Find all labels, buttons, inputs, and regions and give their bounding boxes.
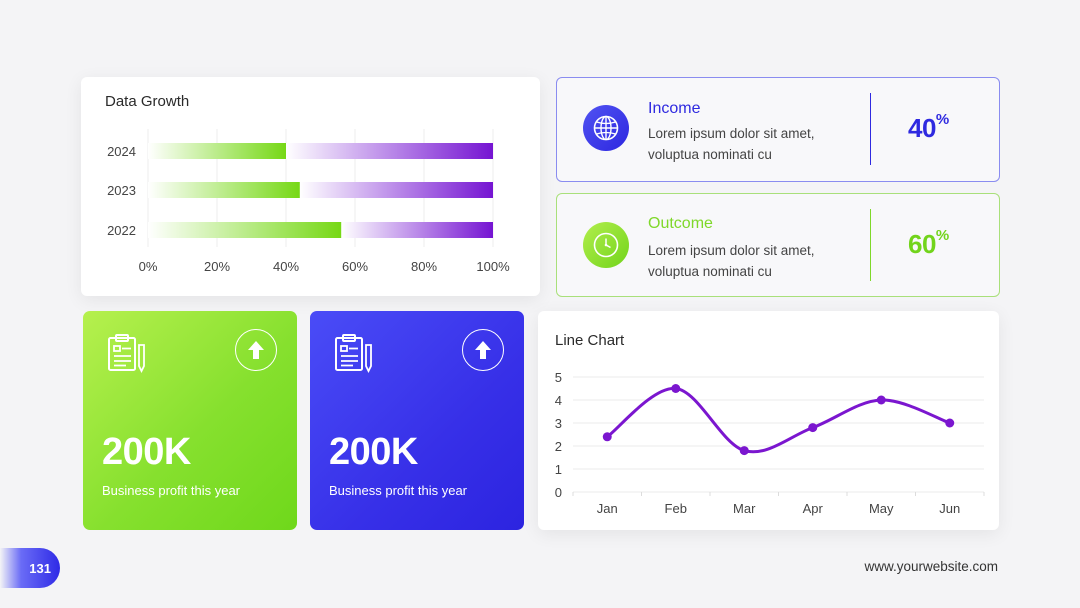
x-tick-label: 20% xyxy=(204,259,230,274)
bar-total xyxy=(286,143,493,159)
bar-growth xyxy=(148,222,342,238)
income-description: Lorem ipsum dolor sit amet, voluptua nom… xyxy=(648,126,815,162)
arrow-up-icon xyxy=(248,341,264,359)
outcome-percentage: 60% xyxy=(908,227,949,260)
income-percentage: 40% xyxy=(908,111,949,144)
x-tick-label: May xyxy=(869,501,894,516)
data-point xyxy=(945,418,955,428)
bar-growth xyxy=(148,143,286,159)
outcome-unit: % xyxy=(935,227,949,245)
outcome-divider xyxy=(870,209,871,281)
kpi-value: 200K xyxy=(102,431,191,473)
data-growth-title: Data Growth xyxy=(105,93,190,110)
data-point xyxy=(671,384,681,393)
line-chart: 0 1 2 3 4 5 Jan Feb Mar Apr May Jun xyxy=(555,370,985,516)
data-growth-card: Data Growth 0% 20% 40% 60% 80% 100% 2024 2023 20… xyxy=(81,77,540,296)
outcome-card: Outcome Lorem ipsum dolor sit amet, volu… xyxy=(556,193,1000,297)
clipboard-icon xyxy=(335,334,372,373)
kpi-tile-green: 200K Business profit this year xyxy=(83,311,297,530)
x-tick-label: Apr xyxy=(803,501,824,516)
x-tick-label: 40% xyxy=(273,259,299,274)
data-point xyxy=(602,432,612,442)
y-tick-label: 0 xyxy=(555,485,562,500)
y-category-label: 2022 xyxy=(107,223,136,238)
y-category-label: 2023 xyxy=(107,183,136,198)
outcome-value: 60 xyxy=(908,229,936,259)
income-unit: % xyxy=(935,111,949,129)
income-card: Income Lorem ipsum dolor sit amet, volup… xyxy=(556,77,1000,182)
series-line xyxy=(605,386,952,454)
clipboard-icon xyxy=(108,334,145,373)
arrow-up-button[interactable] xyxy=(235,329,277,371)
x-tick-label: Feb xyxy=(665,501,687,516)
x-tick-label: Jun xyxy=(939,501,960,516)
line-chart-card: Line Chart 0 1 2 3 4 5 Jan Feb Mar Apr May Jun xyxy=(538,311,999,530)
bar-growth xyxy=(148,182,300,198)
outcome-description: Lorem ipsum dolor sit amet, voluptua nom… xyxy=(648,243,815,279)
kpi-caption: Business profit this year xyxy=(102,483,241,498)
x-tick-label: 60% xyxy=(342,259,368,274)
data-point xyxy=(808,423,818,433)
page-number-badge: 131 xyxy=(0,548,60,588)
y-category-label: 2024 xyxy=(107,144,136,159)
bar-total xyxy=(341,222,493,238)
x-tick-label: 100% xyxy=(476,259,510,274)
x-tick-label: 0% xyxy=(139,259,158,274)
data-point xyxy=(876,395,886,405)
kpi-value: 200K xyxy=(329,431,418,473)
clock-icon xyxy=(583,222,629,268)
y-tick-label: 2 xyxy=(555,439,562,454)
income-value: 40 xyxy=(908,113,936,143)
kpi-caption: Business profit this year xyxy=(329,483,468,498)
outcome-label: Outcome xyxy=(648,215,713,232)
income-divider xyxy=(870,93,871,165)
website-url: www.yourwebsite.com xyxy=(864,559,998,574)
globe-icon xyxy=(583,105,629,151)
y-tick-label: 1 xyxy=(555,462,562,477)
y-tick-label: 4 xyxy=(555,393,562,408)
bar-total xyxy=(299,182,493,198)
x-tick-label: Mar xyxy=(733,501,756,516)
y-tick-label: 5 xyxy=(555,370,562,385)
y-tick-label: 3 xyxy=(555,416,562,431)
arrow-up-icon xyxy=(475,341,491,359)
data-point xyxy=(739,446,749,456)
x-tick-label: Jan xyxy=(597,501,618,516)
arrow-up-button[interactable] xyxy=(462,329,504,371)
line-chart-title: Line Chart xyxy=(555,332,625,349)
kpi-tile-blue: 200K Business profit this year xyxy=(310,311,524,530)
income-label: Income xyxy=(648,100,701,117)
x-tick-label: 80% xyxy=(411,259,437,274)
data-growth-chart: 0% 20% 40% 60% 80% 100% 2024 2023 2022 xyxy=(107,129,510,274)
